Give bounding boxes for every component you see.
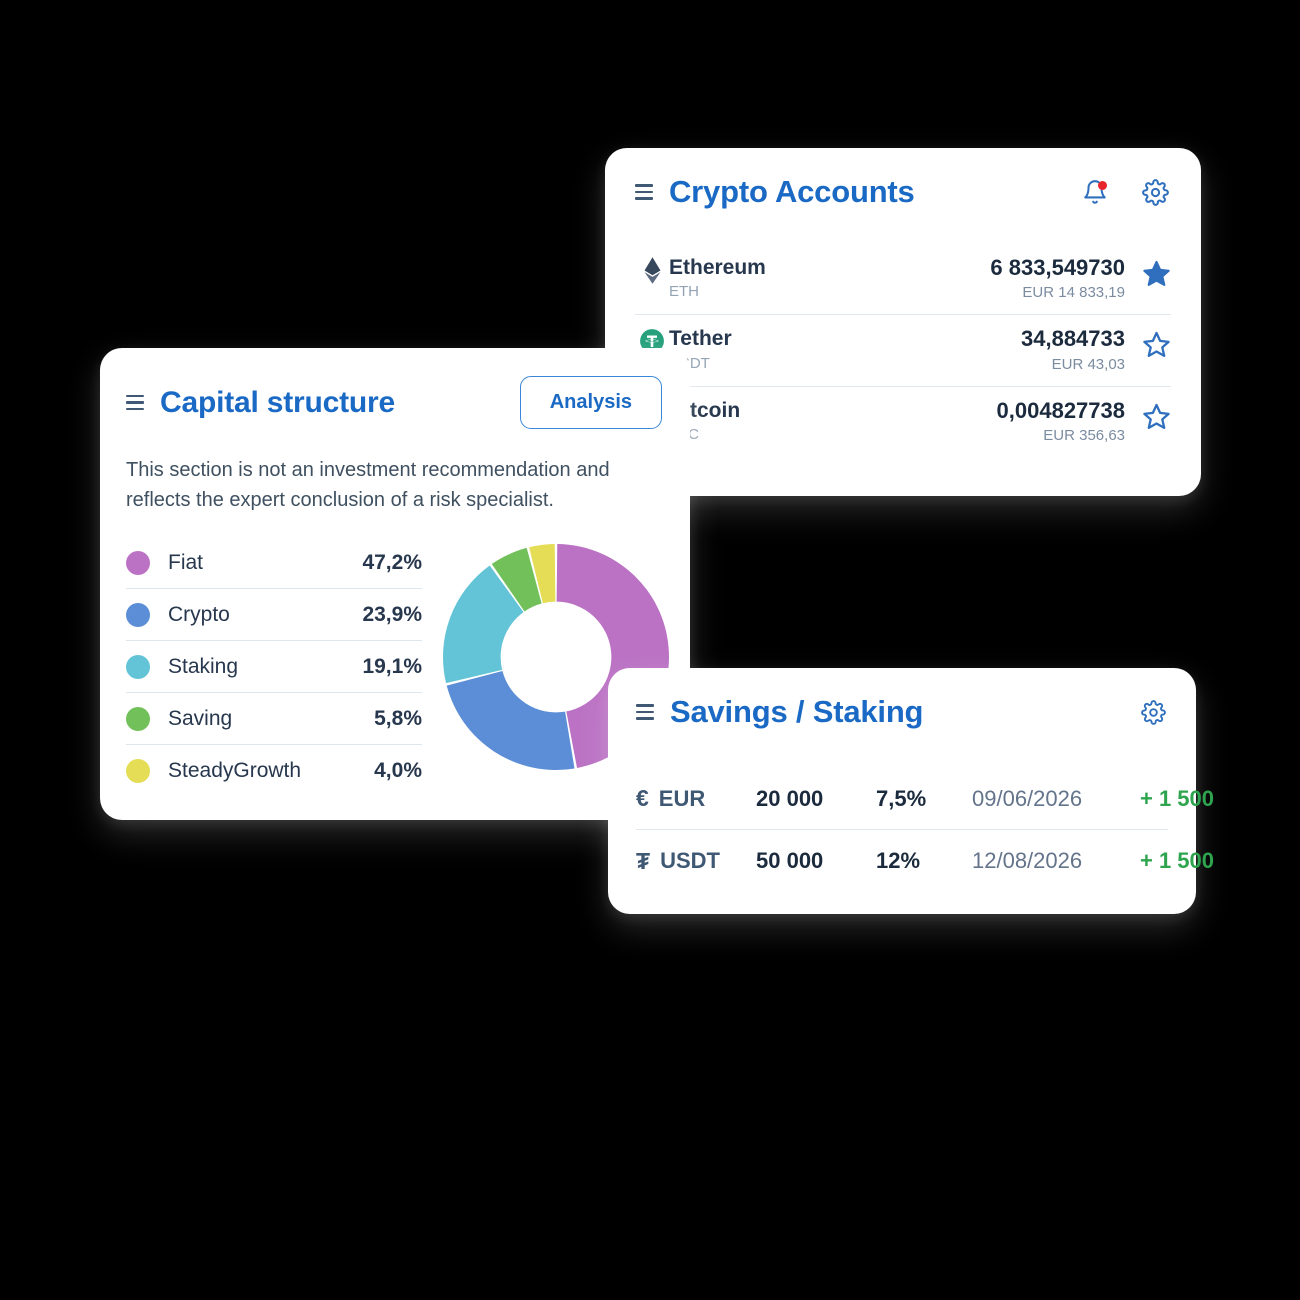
currency-code: EUR bbox=[658, 785, 706, 811]
savings-staking-table: € EUR 20 000 7,5% 09/06/2026 + 1 500 ₮ U… bbox=[608, 768, 1214, 892]
coin-name: Ethereum bbox=[669, 256, 766, 279]
tether-icon bbox=[635, 326, 669, 354]
crypto-header-actions bbox=[1082, 178, 1169, 206]
currency-symbol-icon: € bbox=[636, 785, 649, 811]
currency-symbol-icon: ₮ bbox=[636, 847, 651, 874]
savings-date: 12/08/2026 bbox=[972, 848, 1083, 873]
gear-icon[interactable] bbox=[1142, 178, 1169, 206]
crypto-accounts-list: Ethereum ETH 6 833,549730 EUR 14 833,19 bbox=[605, 244, 1201, 457]
savings-rate: 7,5% bbox=[876, 785, 927, 811]
donut-slice[interactable] bbox=[443, 565, 524, 684]
legend-color-swatch bbox=[126, 759, 150, 783]
analysis-button[interactable]: Analysis bbox=[519, 376, 662, 429]
table-row[interactable]: Tether USDT 34,884733 EUR 43,03 bbox=[635, 315, 1171, 387]
savings-gain: + 1 500 bbox=[1140, 785, 1215, 811]
table-row[interactable]: ₮ USDT 50 000 12% 12/08/2026 + 1 500 bbox=[636, 830, 1214, 892]
legend-value: 19,1% bbox=[362, 654, 422, 678]
favorite-star-icon[interactable] bbox=[1141, 398, 1171, 431]
coin-amount: 34,884733 bbox=[1021, 326, 1125, 352]
legend-item[interactable]: Crypto 23,9% bbox=[126, 589, 422, 641]
crypto-accounts-header: Crypto Accounts bbox=[605, 148, 1201, 210]
coin-balance: 0,004827738 EUR 356,63 bbox=[997, 398, 1125, 445]
legend-label: Staking bbox=[168, 654, 239, 678]
legend-value: 4,0% bbox=[374, 759, 422, 782]
coin-balance: 34,884733 EUR 43,03 bbox=[1021, 326, 1125, 373]
coin-name: Tether bbox=[669, 327, 732, 351]
notification-bell-icon[interactable] bbox=[1082, 179, 1108, 205]
hamburger-icon[interactable] bbox=[635, 184, 653, 200]
coin-balance: 6 833,549730 EUR 14 833,19 bbox=[990, 255, 1125, 302]
legend-label: Saving bbox=[168, 706, 233, 730]
coin-amount: 6 833,549730 bbox=[990, 255, 1125, 280]
donut-slice[interactable] bbox=[446, 671, 575, 770]
legend-label: Crypto bbox=[168, 602, 230, 626]
capital-structure-card: Capital structure Analysis This section … bbox=[100, 348, 690, 820]
table-row[interactable]: Ethereum ETH 6 833,549730 EUR 14 833,19 bbox=[635, 244, 1171, 316]
capital-structure-header: Capital structure Analysis bbox=[100, 348, 690, 429]
legend-label: Fiat bbox=[168, 550, 204, 574]
crypto-accounts-card: Crypto Accounts bbox=[605, 148, 1201, 496]
ethereum-icon bbox=[635, 255, 669, 284]
legend-color-swatch bbox=[126, 654, 150, 679]
hamburger-icon[interactable] bbox=[636, 704, 654, 720]
capital-structure-body: Fiat 47,2% Crypto 23,9% Staking 19,1% Saving 5,… bbox=[100, 537, 690, 797]
legend-item[interactable]: Saving 5,8% bbox=[126, 693, 422, 745]
legend-value: 23,9% bbox=[362, 602, 422, 626]
savings-staking-header: Savings / Staking bbox=[608, 668, 1196, 730]
hamburger-icon[interactable] bbox=[126, 394, 144, 411]
coin-fiat-value: EUR 356,63 bbox=[1043, 427, 1125, 445]
currency-code: USDT bbox=[660, 848, 720, 873]
notification-dot bbox=[1098, 181, 1107, 190]
savings-amount: 20 000 bbox=[756, 785, 824, 811]
legend-color-swatch bbox=[126, 706, 150, 731]
coin-ticker: ETH bbox=[669, 283, 699, 301]
savings-rate: 12% bbox=[876, 848, 921, 873]
savings-amount: 50 000 bbox=[756, 848, 824, 873]
coin-amount: 0,004827738 bbox=[996, 397, 1125, 423]
chart-legend: Fiat 47,2% Crypto 23,9% Staking 19,1% Saving 5,… bbox=[126, 537, 422, 797]
legend-value: 47,2% bbox=[362, 550, 422, 574]
coin-identity: Ethereum ETH bbox=[669, 255, 766, 301]
capital-structure-title: Capital structure bbox=[160, 385, 395, 419]
donut-slice[interactable] bbox=[491, 547, 542, 612]
crypto-accounts-title: Crypto Accounts bbox=[669, 174, 915, 209]
savings-date: 09/06/2026 bbox=[972, 785, 1083, 811]
legend-item[interactable]: Staking 19,1% bbox=[126, 641, 422, 693]
legend-item[interactable]: SteadyGrowth 4,0% bbox=[126, 745, 422, 797]
savings-currency: € EUR bbox=[636, 785, 756, 812]
legend-value: 5,8% bbox=[374, 706, 422, 730]
savings-staking-title: Savings / Staking bbox=[670, 694, 924, 729]
legend-label: SteadyGrowth bbox=[168, 759, 302, 782]
table-row[interactable]: Bitcoin BTC 0,004827738 EUR 356,63 bbox=[635, 387, 1171, 457]
favorite-star-icon[interactable] bbox=[1141, 255, 1171, 288]
savings-gain: + 1 500 bbox=[1140, 848, 1215, 873]
coin-fiat-value: EUR 43,03 bbox=[1051, 355, 1125, 373]
donut-slice[interactable] bbox=[529, 544, 556, 604]
favorite-star-icon[interactable] bbox=[1141, 326, 1171, 359]
savings-currency: ₮ USDT bbox=[636, 848, 756, 875]
savings-staking-card: Savings / Staking € EUR 20 000 7,5% 09/0… bbox=[608, 668, 1214, 914]
legend-color-swatch bbox=[126, 602, 150, 627]
legend-color-swatch bbox=[126, 550, 150, 575]
legend-item[interactable]: Fiat 47,2% bbox=[126, 537, 422, 589]
disclaimer-text: This section is not an investment recomm… bbox=[126, 459, 610, 511]
table-row[interactable]: € EUR 20 000 7,5% 09/06/2026 + 1 500 bbox=[636, 768, 1214, 830]
gear-icon[interactable] bbox=[1141, 699, 1166, 725]
coin-fiat-value: EUR 14 833,19 bbox=[1022, 284, 1125, 302]
